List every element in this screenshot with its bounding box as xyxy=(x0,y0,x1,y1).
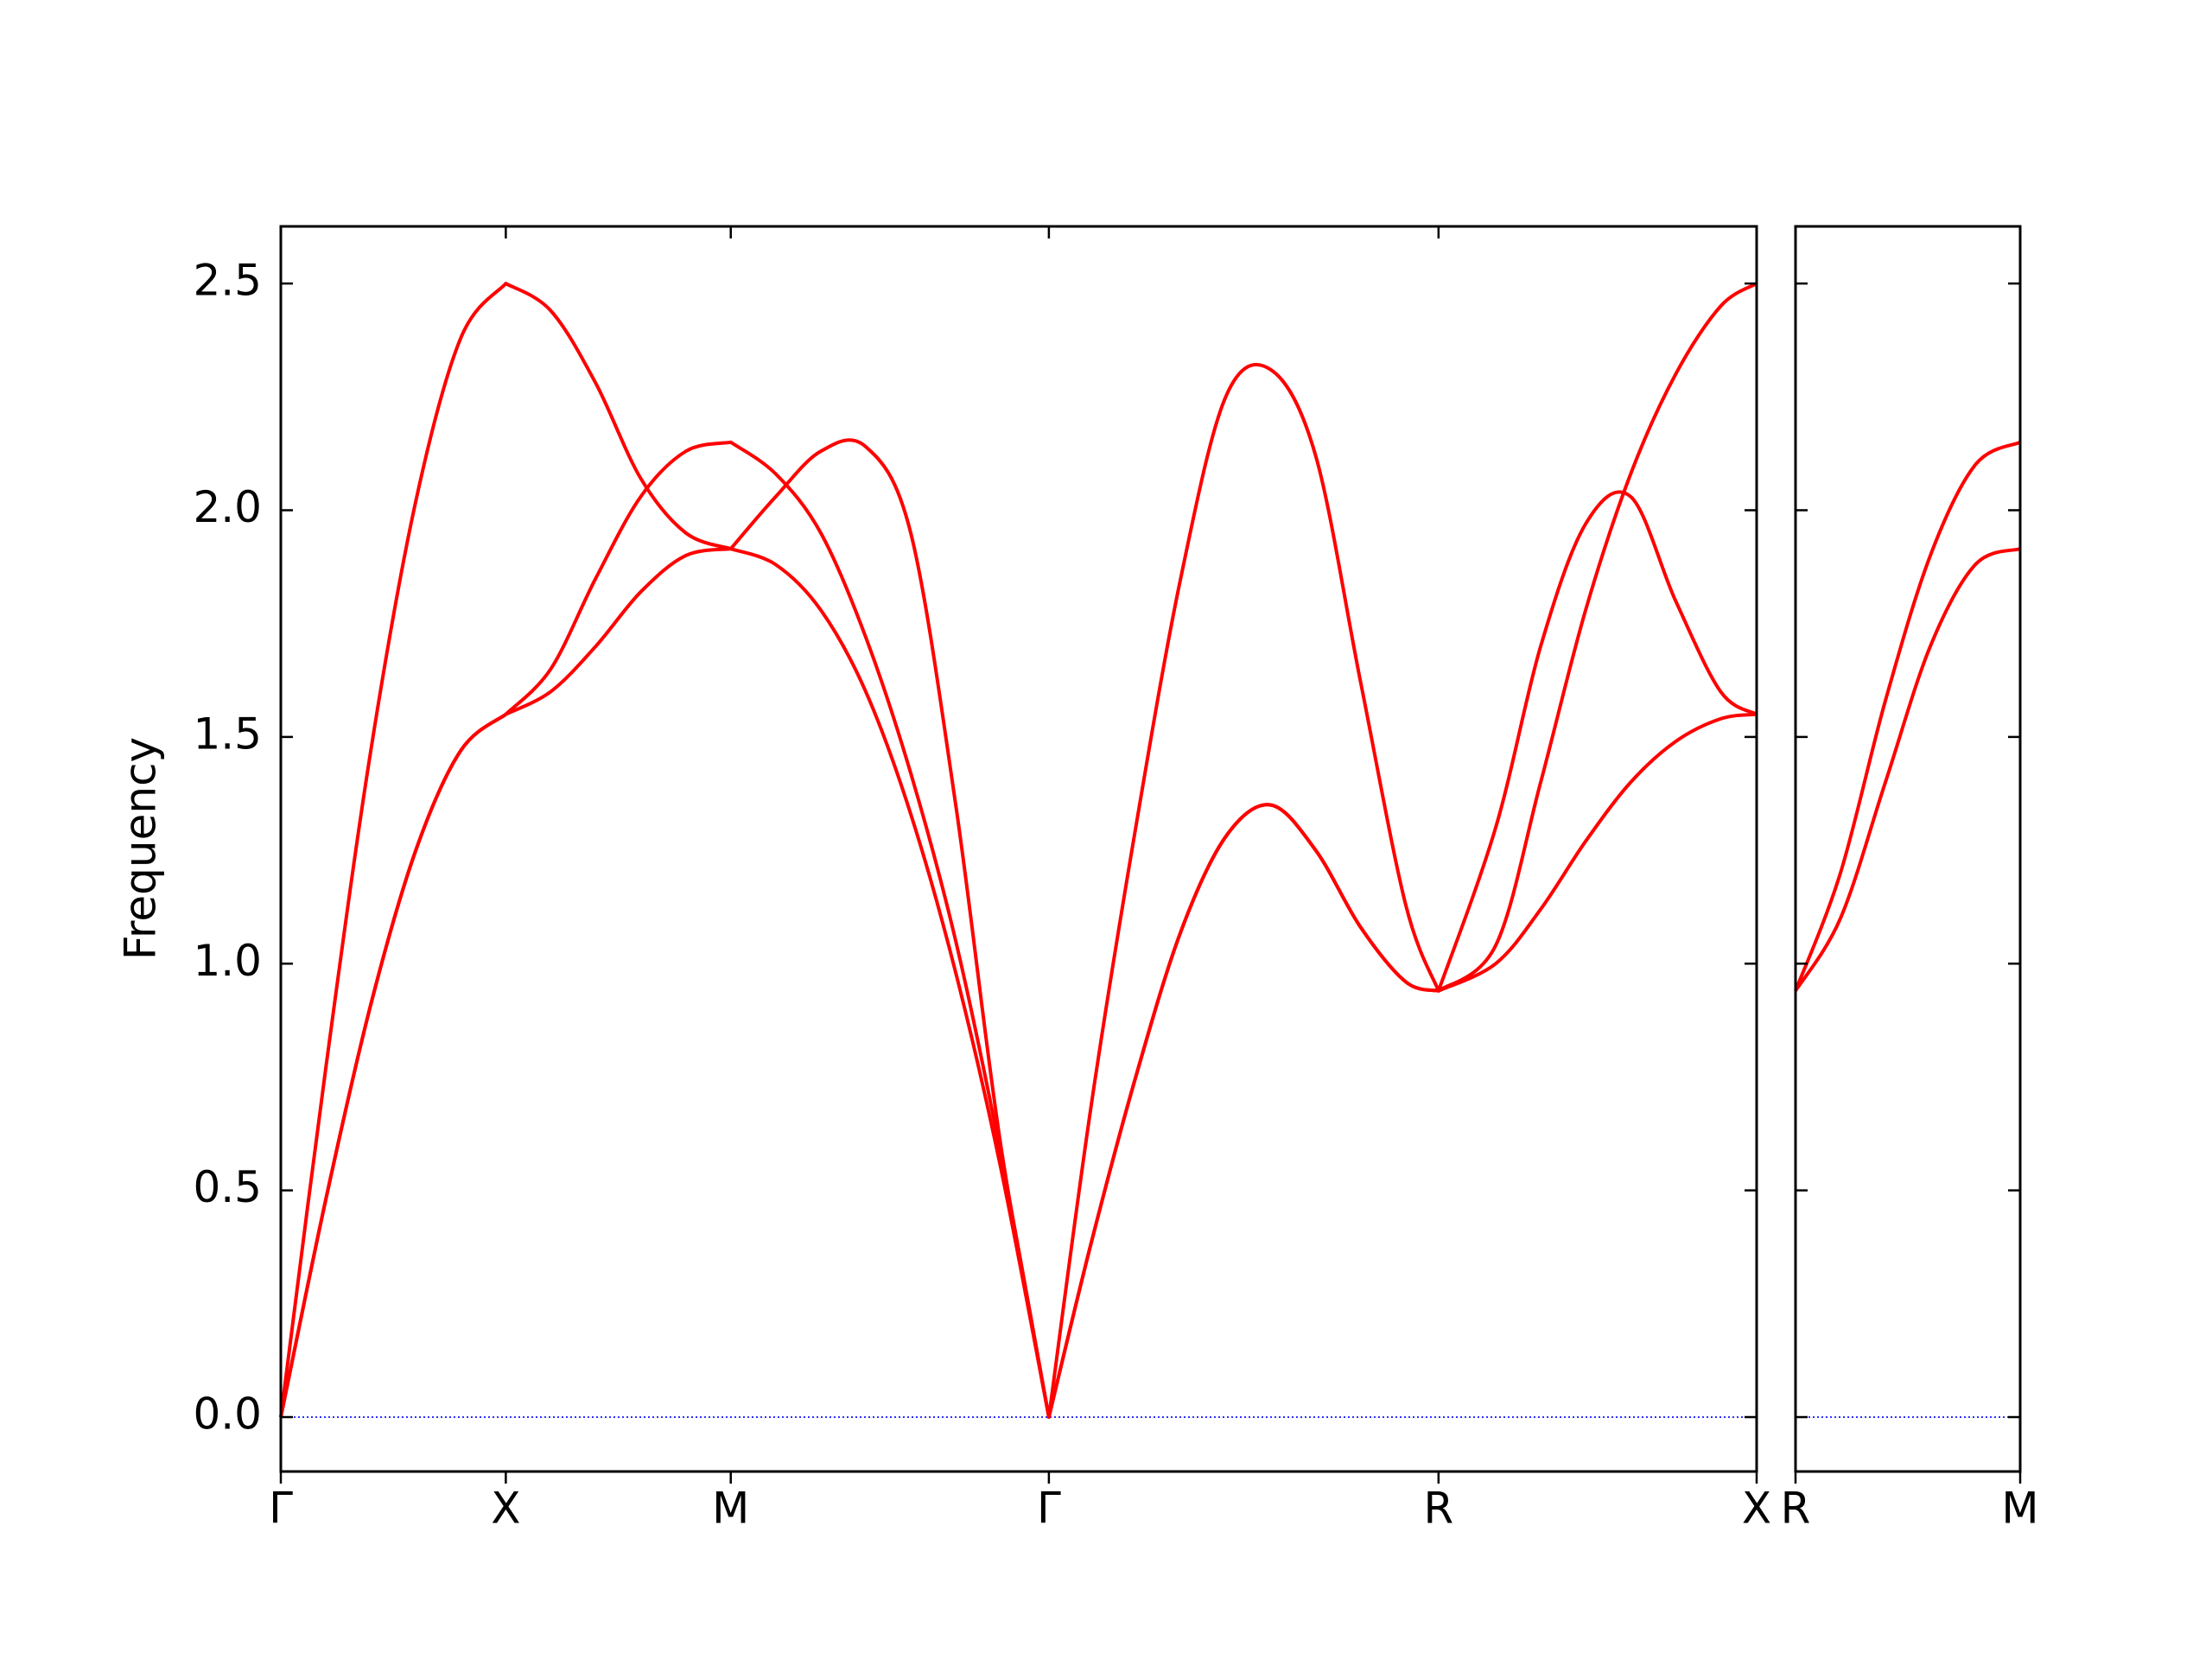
x-tick-label: Γ xyxy=(1037,1484,1061,1534)
band-line xyxy=(279,282,1758,1420)
x-tick-label: M xyxy=(2001,1484,2038,1534)
band-line xyxy=(1794,440,2021,992)
x-tick-label: R xyxy=(1423,1484,1453,1534)
y-tick-label: 1.0 xyxy=(193,936,262,986)
x-tick-label: M xyxy=(712,1484,749,1534)
x-tick-label: Γ xyxy=(269,1484,293,1534)
y-tick-label: 2.0 xyxy=(193,482,262,532)
y-tick-label: 2.5 xyxy=(193,256,262,306)
axes-frame xyxy=(1794,225,2022,1473)
band-line xyxy=(279,547,1758,1420)
x-tick-label: X xyxy=(491,1484,520,1534)
band-line xyxy=(1794,547,2021,992)
x-tick-label: R xyxy=(1781,1484,1811,1534)
y-axis-label: Frequency xyxy=(116,737,166,960)
axes-frame xyxy=(279,225,1758,1473)
y-tick-label: 0.0 xyxy=(193,1389,262,1440)
y-tick-label: 0.5 xyxy=(193,1162,262,1212)
y-tick-label: 1.5 xyxy=(193,709,262,759)
x-tick-label: X xyxy=(1742,1484,1771,1534)
